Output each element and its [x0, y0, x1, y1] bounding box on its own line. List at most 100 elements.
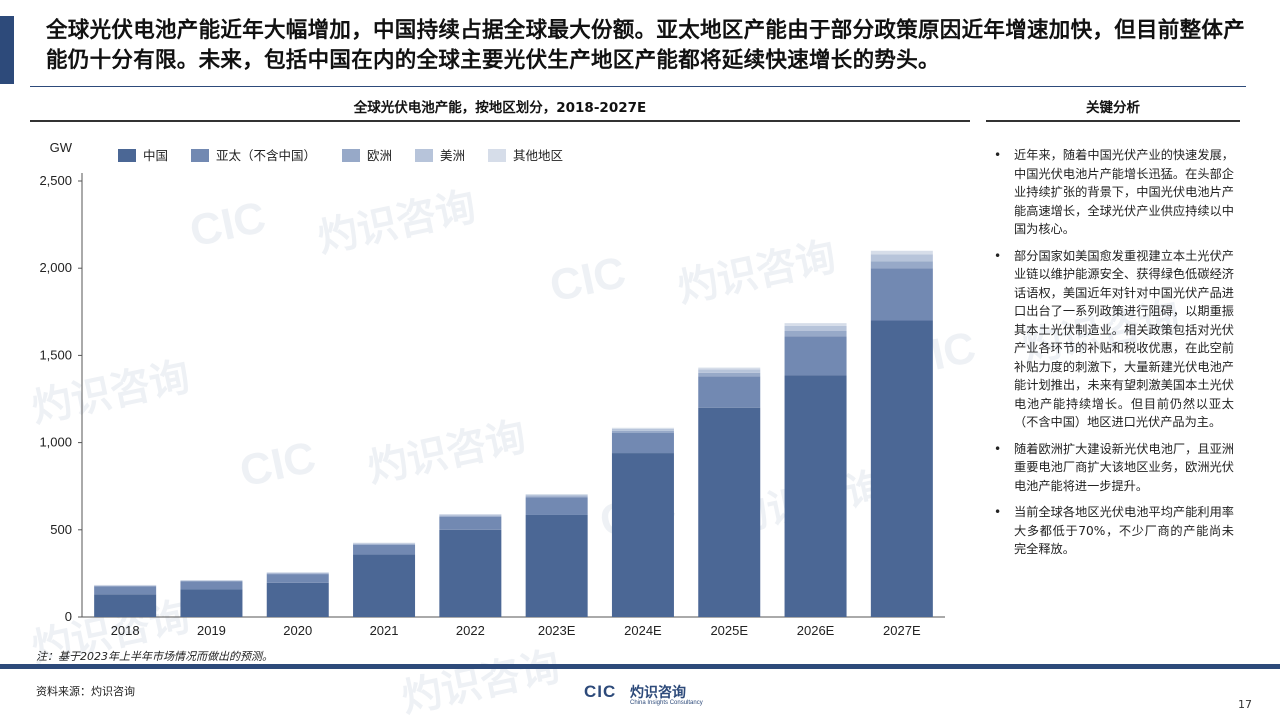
bar-segment [526, 496, 588, 497]
bar-segment [267, 573, 329, 574]
cic-logo: CIC 灼识咨询 China Insights Consultancy [584, 682, 704, 710]
bullet-icon: • [994, 146, 1001, 165]
key-analysis-item: • 近年来，随着中国光伏产业的快速发展，中国光伏电池片产能增长迅猛。在头部企业持续… [988, 146, 1234, 239]
bar-segment [612, 431, 674, 433]
x-tick-label: 2024E [624, 623, 662, 638]
footer-band [0, 664, 1280, 669]
legend-label: 美洲 [440, 148, 465, 163]
logo-mark: CIC [584, 682, 616, 702]
y-tick-label: 2,500 [39, 173, 72, 188]
legend-label: 其他地区 [513, 148, 563, 163]
y-tick-label: 1,500 [39, 347, 72, 362]
bar-segment [94, 586, 156, 594]
legend-swatch [488, 149, 506, 162]
legend-swatch [191, 149, 209, 162]
source-text: 资料来源：灼识咨询 [36, 683, 135, 699]
key-analysis-divider [986, 120, 1240, 122]
key-analysis-text: 部分国家如美国愈发重视建立本土光伏产业链以维护能源安全、获得绿色低碳经济话语权，… [1014, 249, 1234, 430]
page-headline: 全球光伏电池产能近年大幅增加，中国持续占据全球最大份额。亚太地区产能由于部分政策… [46, 16, 1246, 76]
legend-swatch [118, 149, 136, 162]
chart-note: 注：基于2023年上半年市场情况而做出的预测。 [36, 648, 273, 664]
bar-segment [526, 494, 588, 495]
chart-title-divider [30, 120, 970, 122]
bar-segment [871, 261, 933, 268]
x-tick-label: 2021 [370, 623, 399, 638]
bar-segment [698, 408, 760, 617]
bar-segment [526, 495, 588, 496]
bar-segment [180, 581, 242, 589]
bar-segment [267, 583, 329, 617]
bar-segment [94, 594, 156, 617]
bar-segment [871, 268, 933, 320]
y-tick-label: 500 [50, 522, 72, 537]
bar-segment [785, 336, 847, 375]
bar-segment [871, 254, 933, 261]
y-axis-label: GW [50, 140, 73, 155]
key-analysis-text: 近年来，随着中国光伏产业的快速发展，中国光伏电池片产能增长迅猛。在头部企业持续扩… [1014, 148, 1234, 236]
bar-segment [94, 585, 156, 586]
x-tick-label: 2022 [456, 623, 485, 638]
x-tick-label: 2019 [197, 623, 226, 638]
bar-segment [180, 589, 242, 617]
bar-segment [526, 515, 588, 617]
x-tick-label: 2018 [111, 623, 140, 638]
key-analysis-text: 当前全球各地区光伏电池平均产能利用率大多都低于70%，不少厂商的产能尚未完全释放… [1014, 505, 1234, 556]
bar-segment [612, 428, 674, 429]
key-analysis-text: 随着欧洲扩大建设新光伏电池厂，且亚洲重要电池厂商扩大该地区业务，欧洲光伏电池产能… [1014, 442, 1234, 493]
bar-segment [180, 581, 242, 582]
page-number: 17 [1238, 698, 1252, 711]
bar-segment [871, 251, 933, 254]
bar-segment [785, 375, 847, 617]
x-tick-label: 2025E [710, 623, 748, 638]
bar-segment [439, 516, 501, 517]
stacked-bar-chart: 0 500 1,000 1,500 2,000 2,500 GW 2018 2019 2020 20… [0, 130, 980, 650]
chart-title: 全球光伏电池产能，按地区划分，2018-2027E [30, 96, 970, 116]
bar-segment [526, 498, 588, 515]
y-tick-label: 0 [65, 609, 72, 624]
key-analysis-title: 关键分析 [986, 96, 1240, 116]
logo-cn: 灼识咨询 [630, 682, 686, 702]
key-analysis-item: • 随着欧洲扩大建设新光伏电池厂，且亚洲重要电池厂商扩大该地区业务，欧洲光伏电池产… [988, 440, 1234, 496]
bar-segment [353, 545, 415, 555]
legend-swatch [342, 149, 360, 162]
bar-segment [353, 544, 415, 545]
legend-label: 中国 [143, 148, 168, 163]
x-tick-label: 2023E [538, 623, 576, 638]
bar-segment [353, 543, 415, 544]
bar-segment [180, 580, 242, 581]
bar-segment [267, 574, 329, 583]
bar-segment [612, 429, 674, 431]
bullet-icon: • [994, 440, 1001, 459]
bar-segment [785, 323, 847, 326]
bar-segment [439, 514, 501, 515]
bar-segment [612, 453, 674, 617]
legend-label: 欧洲 [367, 148, 392, 163]
bar-segment [698, 368, 760, 370]
bar-segment [612, 433, 674, 453]
bar-segment [785, 326, 847, 331]
bar-segment [439, 517, 501, 530]
legend-label: 亚太（不含中国） [216, 148, 316, 163]
bullet-icon: • [994, 247, 1001, 266]
bar-segment [267, 573, 329, 574]
accent-bar [0, 16, 14, 84]
legend-swatch [415, 149, 433, 162]
bar-segment [353, 555, 415, 617]
y-tick-label: 1,000 [39, 435, 72, 450]
bar-segment [871, 321, 933, 617]
bar-segment [439, 530, 501, 617]
key-analysis-list: • 近年来，随着中国光伏产业的快速发展，中国光伏电池片产能增长迅猛。在头部企业持续… [988, 146, 1234, 567]
x-tick-label: 2027E [883, 623, 921, 638]
bar-segment [439, 515, 501, 516]
logo-en: China Insights Consultancy [630, 700, 703, 706]
bar-segment [698, 373, 760, 376]
key-analysis-item: • 部分国家如美国愈发重视建立本土光伏产业链以维护能源安全、获得绿色低碳经济话语权… [988, 247, 1234, 432]
headline-divider [30, 86, 1246, 87]
key-analysis-item: •当前全球各地区光伏电池平均产能利用率大多都低于70%，不少厂商的产能尚未完全释… [988, 503, 1234, 559]
x-tick-label: 2020 [283, 623, 312, 638]
bar-segment [94, 586, 156, 587]
bar-segment [698, 369, 760, 372]
y-tick-label: 2,000 [39, 260, 72, 275]
bar-segment [698, 376, 760, 407]
bar-segment [785, 331, 847, 336]
